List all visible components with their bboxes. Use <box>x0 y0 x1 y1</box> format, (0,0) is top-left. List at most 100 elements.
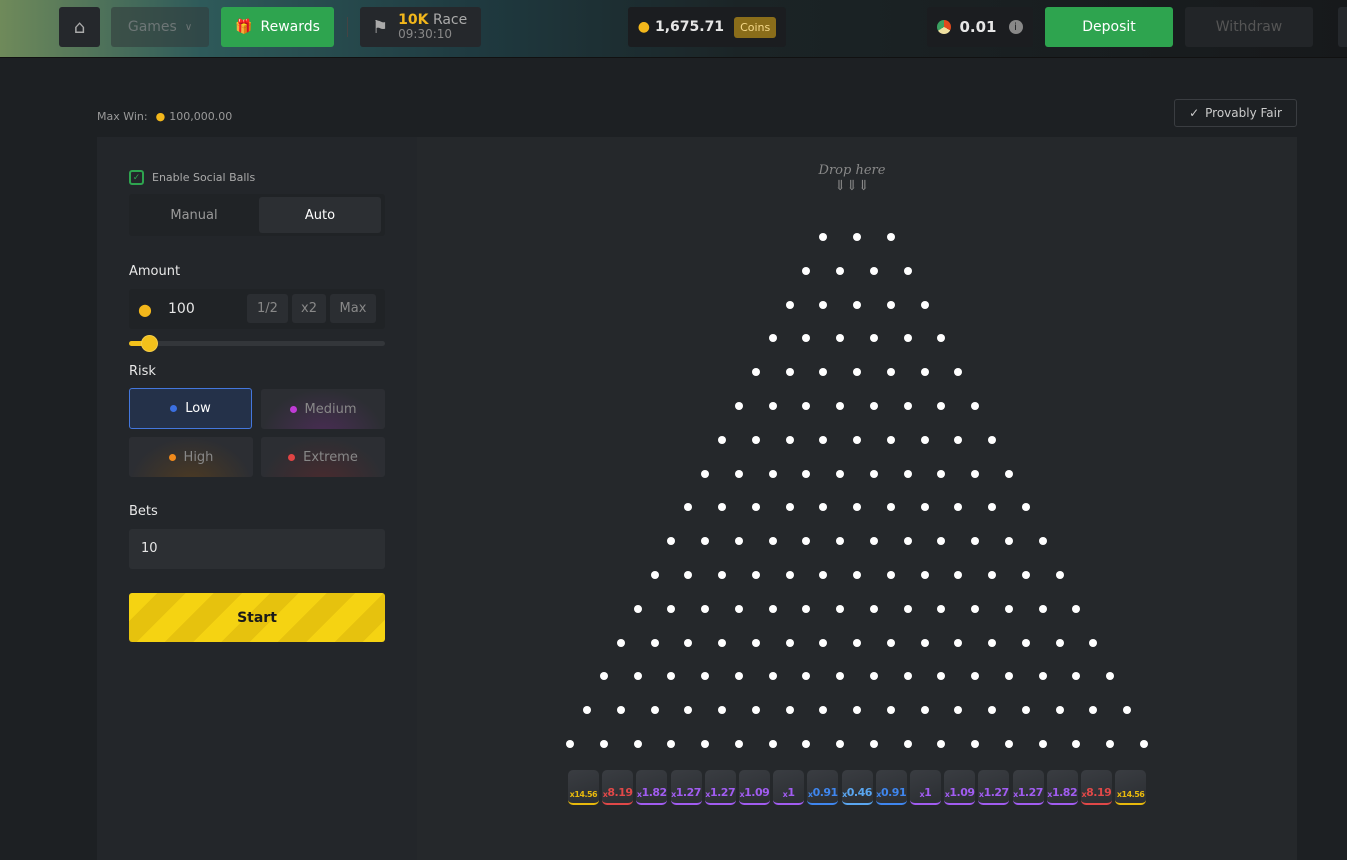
peg <box>1038 604 1047 613</box>
max-button[interactable]: Max <box>330 294 376 323</box>
peg <box>1089 706 1098 715</box>
social-balls-label: Enable Social Balls <box>152 171 256 184</box>
social-balls-checkbox[interactable]: ✓ Enable Social Balls <box>129 170 255 185</box>
peg <box>971 604 980 613</box>
home-icon: ⌂ <box>73 16 86 38</box>
peg <box>971 740 980 748</box>
max-win-label: Max Win: <box>97 110 148 123</box>
peg <box>937 469 946 478</box>
games-dropdown[interactable]: Games ∨ <box>111 7 209 47</box>
info-icon[interactable]: i <box>1008 20 1023 34</box>
race-timer: 09:30:10 <box>398 27 453 41</box>
provably-fair-label: Provably Fair <box>1205 106 1282 120</box>
peg <box>937 672 946 681</box>
balance-widget[interactable]: ● 1,675.71 Coins <box>628 7 786 47</box>
peg <box>903 402 912 410</box>
peg <box>667 604 676 613</box>
peg <box>802 469 811 478</box>
peg <box>633 672 642 681</box>
slider-handle[interactable] <box>141 335 159 352</box>
tab-auto[interactable]: Auto <box>259 197 381 233</box>
peg <box>903 266 912 275</box>
peg <box>903 537 912 546</box>
peg <box>785 368 794 377</box>
peg <box>1055 638 1064 647</box>
peg <box>886 503 895 512</box>
peg <box>988 638 996 647</box>
mode-tabs: Manual Auto <box>129 194 385 236</box>
withdraw-label: Withdraw <box>1215 19 1283 35</box>
peg <box>684 638 693 647</box>
peg <box>785 435 794 444</box>
peg <box>920 368 929 377</box>
peg <box>971 537 980 546</box>
peg <box>599 672 608 681</box>
peg <box>768 604 777 613</box>
rewards-button[interactable]: 🎁 Rewards <box>221 7 334 47</box>
peg <box>836 334 845 343</box>
provably-fair-button[interactable]: ✓ Provably Fair <box>1174 99 1297 127</box>
risk-medium-button[interactable]: Medium <box>261 389 385 429</box>
peg <box>768 537 777 546</box>
menu-button[interactable] <box>1338 7 1347 47</box>
double-button[interactable]: x2 <box>292 294 326 323</box>
risk-extreme-button[interactable]: Extreme <box>261 437 385 477</box>
peg <box>853 706 861 715</box>
peg <box>853 435 861 444</box>
peg <box>853 233 861 241</box>
start-button[interactable]: Start <box>129 593 385 642</box>
deposit-button[interactable]: Deposit <box>1045 7 1173 47</box>
peg <box>802 672 811 681</box>
peg <box>616 638 625 647</box>
home-button[interactable]: ⌂ <box>59 7 100 47</box>
risk-high-button[interactable]: High <box>129 437 253 477</box>
peg <box>853 638 861 647</box>
bets-input[interactable]: 10 <box>129 529 385 569</box>
multiplier-bucket: x 1.09 <box>738 770 770 805</box>
peg <box>701 469 710 478</box>
peg <box>869 402 878 410</box>
multiplier-prefix: x <box>739 790 745 799</box>
peg <box>886 435 895 444</box>
multiplier-value: 1.27 <box>709 786 736 799</box>
drop-here-label: Drop here <box>818 163 886 178</box>
multiplier-value: 1.09 <box>949 786 975 799</box>
peg <box>836 266 845 275</box>
peg <box>1106 672 1115 681</box>
peg <box>751 368 760 377</box>
peg <box>920 638 929 647</box>
peg <box>701 672 710 681</box>
max-win-value: 100,000.00 <box>169 110 233 123</box>
amount-input[interactable]: ● 100 1/2 x2 Max <box>129 289 385 329</box>
multiplier-prefix: x <box>782 790 788 799</box>
peg <box>1021 706 1030 715</box>
multiplier-value: 14.56 <box>574 790 598 799</box>
peg <box>583 706 591 715</box>
withdraw-button[interactable]: Withdraw <box>1185 7 1313 47</box>
peg <box>785 706 794 715</box>
peg <box>1038 537 1047 546</box>
peg <box>718 435 726 444</box>
peg <box>768 469 777 478</box>
multiplier-value: 1.09 <box>744 786 770 799</box>
peg <box>988 503 996 512</box>
peg <box>1089 638 1098 647</box>
risk-high-label: High <box>183 449 214 465</box>
multiplier-prefix: x <box>1081 790 1087 799</box>
peg <box>667 672 676 681</box>
peg <box>819 706 828 715</box>
tab-manual[interactable]: Manual <box>170 207 218 223</box>
peg <box>718 638 726 647</box>
peg <box>566 740 575 748</box>
coins-icon: ● <box>155 110 166 123</box>
peg <box>920 435 929 444</box>
race-widget[interactable]: ⚑ 10K Race 09:30:10 <box>360 7 481 47</box>
peg <box>768 672 777 681</box>
peg <box>667 740 676 748</box>
half-button[interactable]: 1/2 <box>247 294 288 323</box>
risk-low-button[interactable]: Low <box>129 388 252 429</box>
peg <box>954 571 963 579</box>
amount-slider[interactable] <box>129 335 385 352</box>
peg <box>937 402 946 410</box>
multiplier-prefix: x <box>1116 790 1122 799</box>
